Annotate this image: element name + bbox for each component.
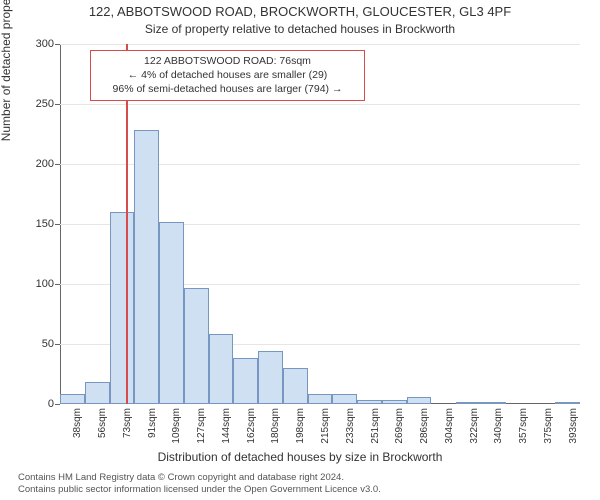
histogram-bar [332, 394, 357, 404]
x-tick-label: 109sqm [171, 408, 182, 458]
y-tick-label: 50 [14, 338, 54, 350]
annotation-line-3: 96% of semi-detached houses are larger (… [99, 82, 356, 96]
x-tick-label: 127sqm [196, 408, 207, 458]
footer-line-2: Contains public sector information licen… [18, 484, 381, 496]
histogram-bar [382, 400, 407, 404]
y-tick-label: 250 [14, 98, 54, 110]
x-tick-label: 393sqm [568, 408, 579, 458]
grid-line [60, 104, 580, 105]
chart-subtitle: Size of property relative to detached ho… [0, 22, 600, 36]
annotation-line-2: ← 4% of detached houses are smaller (29) [99, 68, 356, 82]
histogram-bar [184, 288, 209, 404]
histogram-bar [555, 402, 580, 404]
footer-text: Contains HM Land Registry data © Crown c… [18, 472, 381, 496]
y-tick-label: 100 [14, 278, 54, 290]
histogram-bar [209, 334, 234, 404]
x-tick-label: 73sqm [122, 408, 133, 458]
footer-line-1: Contains HM Land Registry data © Crown c… [18, 472, 381, 484]
y-tick-mark [55, 224, 60, 225]
x-tick-label: 286sqm [419, 408, 430, 458]
x-tick-label: 198sqm [295, 408, 306, 458]
grid-line [60, 44, 580, 45]
y-tick-mark [55, 404, 60, 405]
histogram-bar [110, 212, 135, 404]
annotation-line-1: 122 ABBOTSWOOD ROAD: 76sqm [99, 54, 356, 68]
y-tick-mark [55, 104, 60, 105]
y-tick-label: 200 [14, 158, 54, 170]
histogram-bar [159, 222, 184, 404]
y-tick-label: 0 [14, 398, 54, 410]
x-tick-label: 340sqm [493, 408, 504, 458]
histogram-bar [357, 400, 382, 404]
x-tick-label: 251sqm [370, 408, 381, 458]
y-axis-title: Number of detached properties [0, 0, 13, 141]
histogram-bar [481, 402, 506, 404]
y-tick-mark [55, 44, 60, 45]
y-tick-mark [55, 164, 60, 165]
x-tick-label: 144sqm [221, 408, 232, 458]
histogram-bar [233, 358, 258, 404]
x-tick-label: 215sqm [320, 408, 331, 458]
chart-container: 122, ABBOTSWOOD ROAD, BROCKWORTH, GLOUCE… [0, 0, 600, 500]
annotation-box: 122 ABBOTSWOOD ROAD: 76sqm ← 4% of detac… [90, 50, 365, 101]
y-tick-label: 300 [14, 38, 54, 50]
x-tick-label: 269sqm [394, 408, 405, 458]
histogram-bar [283, 368, 308, 404]
x-tick-label: 375sqm [543, 408, 554, 458]
x-tick-label: 91sqm [147, 408, 158, 458]
x-tick-label: 180sqm [270, 408, 281, 458]
histogram-bar [258, 351, 283, 404]
x-tick-label: 233sqm [345, 408, 356, 458]
y-tick-label: 150 [14, 218, 54, 230]
x-tick-label: 162sqm [246, 408, 257, 458]
histogram-bar [134, 130, 159, 404]
y-tick-mark [55, 344, 60, 345]
x-tick-label: 357sqm [518, 408, 529, 458]
histogram-bar [85, 382, 110, 404]
x-tick-label: 38sqm [72, 408, 83, 458]
y-tick-mark [55, 284, 60, 285]
x-tick-label: 304sqm [444, 408, 455, 458]
histogram-bar [60, 394, 85, 404]
histogram-bar [456, 402, 481, 404]
x-tick-label: 56sqm [97, 408, 108, 458]
chart-title: 122, ABBOTSWOOD ROAD, BROCKWORTH, GLOUCE… [0, 4, 600, 19]
histogram-bar [308, 394, 333, 404]
x-tick-label: 322sqm [469, 408, 480, 458]
histogram-bar [407, 397, 432, 404]
